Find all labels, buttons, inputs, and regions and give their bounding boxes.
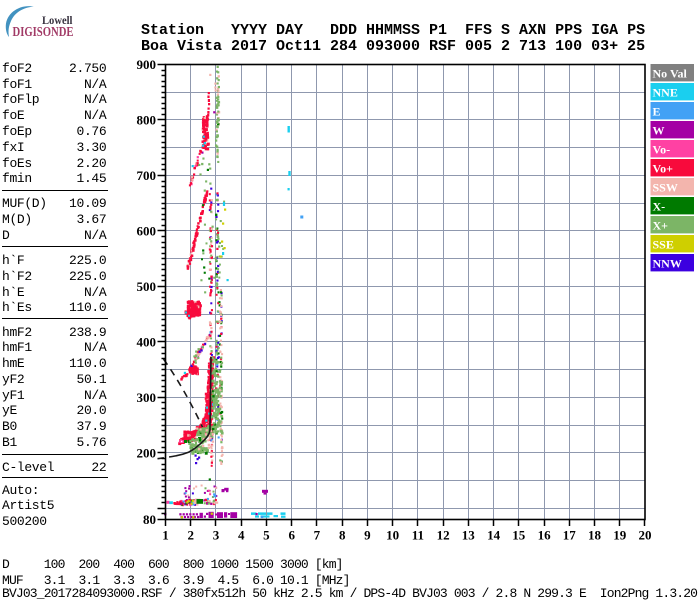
svg-text:1: 1 — [162, 528, 169, 543]
svg-text:NNW: NNW — [653, 257, 682, 271]
svg-text:7: 7 — [314, 528, 321, 543]
svg-text:X+: X+ — [653, 219, 669, 233]
svg-text:4: 4 — [238, 528, 245, 543]
svg-text:SSW: SSW — [653, 181, 678, 195]
svg-text:18: 18 — [588, 528, 602, 543]
svg-text:X-: X- — [653, 200, 666, 214]
svg-text:20: 20 — [639, 528, 652, 543]
svg-text:15: 15 — [512, 528, 526, 543]
svg-text:800: 800 — [137, 113, 157, 128]
svg-text:12: 12 — [437, 528, 450, 543]
svg-text:19: 19 — [613, 528, 627, 543]
svg-text:500: 500 — [137, 279, 157, 294]
svg-text:10: 10 — [386, 528, 399, 543]
svg-text:NNE: NNE — [653, 86, 678, 100]
svg-text:600: 600 — [137, 224, 157, 239]
svg-text:11: 11 — [412, 528, 424, 543]
svg-text:Vo-: Vo- — [653, 143, 671, 157]
svg-text:DIGISONDE: DIGISONDE — [13, 25, 74, 40]
svg-text:200: 200 — [137, 445, 157, 460]
svg-text:8: 8 — [339, 528, 346, 543]
svg-text:SSE: SSE — [653, 238, 674, 252]
svg-text:400: 400 — [137, 334, 157, 349]
svg-text:9: 9 — [364, 528, 371, 543]
svg-text:14: 14 — [487, 528, 501, 543]
svg-text:Lowell: Lowell — [42, 15, 73, 27]
svg-text:300: 300 — [137, 390, 157, 405]
svg-text:2: 2 — [187, 528, 194, 543]
svg-text:700: 700 — [137, 168, 157, 183]
svg-text:80: 80 — [143, 512, 156, 527]
svg-text:16: 16 — [538, 528, 552, 543]
svg-text:Vo+: Vo+ — [653, 162, 674, 176]
svg-text:3: 3 — [213, 528, 220, 543]
svg-text:E: E — [653, 105, 661, 119]
svg-text:17: 17 — [563, 528, 577, 543]
svg-text:5: 5 — [263, 528, 270, 543]
svg-text:900: 900 — [137, 57, 157, 72]
svg-text:No Val: No Val — [653, 67, 688, 81]
svg-text:13: 13 — [462, 528, 476, 543]
svg-text:W: W — [653, 124, 665, 138]
svg-text:6: 6 — [288, 528, 295, 543]
